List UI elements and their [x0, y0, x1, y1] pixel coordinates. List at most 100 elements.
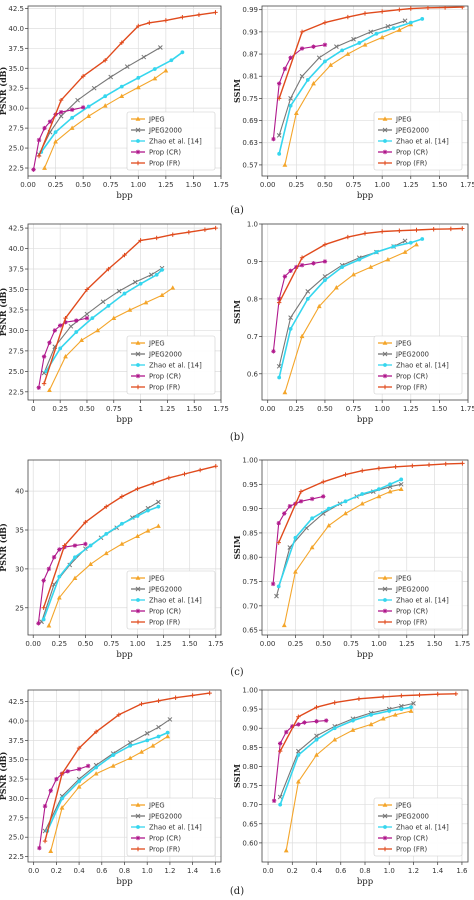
- series-group: [271, 691, 459, 853]
- point-prop-fr: [431, 227, 436, 232]
- series-group: [31, 10, 218, 172]
- y-tick-label: 0.90: [242, 725, 258, 733]
- point-jpeg2000: [322, 274, 328, 279]
- point-prop-fr: [442, 6, 448, 10]
- point-jpeg: [380, 716, 386, 721]
- plot-frame: [261, 459, 469, 636]
- x-tick-label: 0.25: [48, 181, 64, 189]
- y-tick-label: 25.0: [8, 368, 24, 376]
- series-group: [37, 690, 212, 853]
- x-tick-label: 1.75: [213, 181, 229, 189]
- point-prop-fr: [76, 745, 82, 751]
- x-tick-label: 0.0: [28, 867, 39, 875]
- point-jpeg: [95, 327, 101, 333]
- series-group: [270, 461, 465, 628]
- point-prop-fr: [213, 10, 218, 15]
- point-prop-cr: [76, 766, 82, 772]
- legend-label-prop-cr: Prop (CR): [149, 835, 181, 843]
- point-zhao-et-al-14: [94, 765, 99, 770]
- point-jpeg: [46, 623, 52, 628]
- point-jpeg: [93, 771, 99, 776]
- series-group: [36, 225, 218, 392]
- y-tick-label: 40.0: [8, 245, 24, 253]
- x-tick-label: 0.25: [289, 181, 305, 189]
- legend-marker-jpeg: [135, 340, 141, 345]
- legend-label-jpeg2000: JPEG2000: [395, 813, 429, 821]
- x-tick-label: 0.6: [335, 867, 347, 875]
- point-jpeg2000: [156, 724, 161, 730]
- point-zhao-et-al-14: [408, 240, 413, 245]
- point-zhao-et-al-14: [323, 278, 327, 283]
- legend-label-prop-cr: Prop (CR): [149, 149, 181, 157]
- point-prop-fr: [360, 468, 365, 473]
- y-axis-label: PSNR (dB): [0, 67, 8, 116]
- point-prop-cr: [51, 555, 57, 560]
- legend-box: [373, 335, 463, 395]
- plot-frame: [261, 689, 469, 863]
- point-jpeg: [119, 93, 125, 98]
- point-jpeg: [47, 387, 52, 392]
- point-prop-cr: [287, 503, 293, 509]
- point-jpeg: [387, 488, 393, 494]
- point-prop-cr: [46, 566, 52, 572]
- point-prop-fr: [379, 229, 385, 234]
- legend-marker-jpeg: [135, 575, 141, 580]
- point-prop-cr: [298, 499, 304, 504]
- point-prop-fr: [299, 255, 305, 260]
- y-tick-label: 0.75: [242, 578, 258, 586]
- point-prop-cr: [271, 349, 276, 354]
- legend-label-prop-fr: Prop (FR): [396, 384, 428, 392]
- point-zhao-et-al-14: [369, 712, 373, 717]
- point-prop-cr: [48, 788, 53, 793]
- point-prop-cr: [63, 320, 68, 325]
- point-zhao-et-al-14: [420, 237, 425, 241]
- point-jpeg: [311, 81, 316, 86]
- y-tick-label: 0.70: [242, 801, 258, 809]
- point-jpeg2000: [295, 748, 301, 754]
- y-tick-label: 0.8: [247, 295, 258, 303]
- y-tick-label: 0.57: [242, 161, 258, 169]
- point-zhao-et-al-14: [165, 730, 170, 735]
- y-tick-label: 0.75: [242, 782, 258, 790]
- legend-label-jpeg: JPEG: [148, 340, 165, 348]
- point-jpeg: [332, 737, 338, 742]
- point-prop-cr: [36, 137, 42, 143]
- chart-5: 0.00 0.25 0.50 0.75 1.00 1.25 1.50 1.75 0.65 0.70…: [232, 457, 470, 661]
- point-prop-cr: [276, 81, 282, 86]
- point-prop-cr: [322, 42, 328, 48]
- point-prop-cr: [74, 318, 79, 323]
- x-tick-label: 1.25: [399, 640, 415, 648]
- x-tick-label: 0.50: [78, 640, 94, 648]
- y-tick-label: 32.5: [8, 306, 24, 314]
- point-jpeg: [368, 264, 374, 269]
- point-prop-fr: [399, 693, 404, 698]
- x-tick-label: 1.00: [130, 640, 146, 648]
- point-prop-cr: [296, 722, 301, 727]
- x-axis-label: bpp: [116, 415, 133, 425]
- y-tick-label: 25.0: [8, 145, 24, 153]
- point-jpeg: [328, 62, 334, 67]
- x-tick-label: 1.2: [164, 867, 175, 875]
- point-jpeg2000: [116, 288, 122, 294]
- point-jpeg2000: [277, 794, 283, 800]
- point-prop-cr: [84, 315, 90, 321]
- point-jpeg2000: [411, 701, 416, 706]
- legend-marker-zhao-et-al-14: [136, 825, 140, 829]
- series-line-zhao-et-al-14: [40, 51, 183, 153]
- legend-label-jpeg2000: JPEG2000: [395, 351, 429, 359]
- point-jpeg: [316, 303, 322, 309]
- point-zhao-et-al-14: [399, 707, 404, 712]
- series-line-zhao-et-al-14: [278, 18, 423, 154]
- y-axis-label: SSIM: [232, 79, 242, 103]
- point-zhao-et-al-14: [296, 753, 301, 757]
- point-jpeg: [392, 712, 398, 717]
- x-tick-label: 1.50: [432, 181, 448, 189]
- point-zhao-et-al-14: [169, 58, 174, 63]
- point-prop-cr: [37, 845, 42, 851]
- point-jpeg: [368, 721, 374, 727]
- y-tick-label: 0.7: [247, 333, 258, 341]
- legend: JPEG JPEG2000 Zhao et al. [14] Prop (CR) Pro…: [373, 335, 463, 395]
- x-tick-label: 1.0: [142, 867, 153, 875]
- x-axis-label: bpp: [357, 191, 374, 201]
- point-jpeg: [150, 743, 156, 748]
